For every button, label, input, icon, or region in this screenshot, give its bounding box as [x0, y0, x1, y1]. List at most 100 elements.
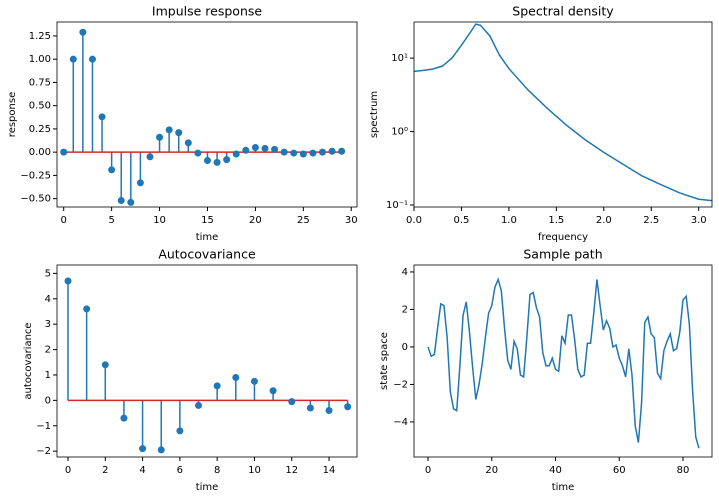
axes-frame [413, 264, 713, 458]
x-tick-label: 14 [323, 465, 336, 476]
stem-marker [325, 407, 333, 415]
x-tick-label: 80 [677, 465, 690, 476]
chart-title: Autocovariance [158, 247, 256, 262]
y-tick-label: −0.50 [20, 194, 51, 205]
y-tick-label: 10⁻¹ [386, 200, 408, 211]
y-tick-label: 10¹ [391, 53, 408, 64]
stem-marker [69, 55, 77, 63]
stem-marker [165, 126, 173, 134]
y-tick-label: 0 [402, 342, 408, 353]
x-tick-label: 10 [248, 465, 261, 476]
x-tick-label: 2.0 [596, 215, 612, 226]
y-tick-label: 0 [45, 395, 51, 406]
y-tick-label: 10⁰ [391, 127, 408, 138]
stem-marker [338, 147, 346, 155]
x-tick-label: 1.0 [501, 215, 517, 226]
x-tick-label: 20 [485, 465, 498, 476]
x-tick-label: 20 [249, 215, 262, 226]
stem-marker [101, 361, 109, 369]
x-tick-label: 0 [61, 215, 67, 226]
y-tick-label: −2 [36, 446, 51, 457]
x-tick-label: 12 [285, 465, 298, 476]
y-tick-label: 3 [45, 319, 51, 330]
x-tick-label: 1.5 [548, 215, 564, 226]
y-tick-label: 5 [45, 268, 51, 279]
stem-marker [251, 144, 259, 152]
x-tick-label: 40 [549, 465, 562, 476]
stem-marker [176, 427, 184, 435]
y-axis-label: state space [379, 332, 390, 390]
x-tick-label: 10 [153, 215, 166, 226]
x-tick-label: 8 [214, 465, 220, 476]
stem-marker [242, 146, 250, 154]
stem-marker [175, 129, 183, 137]
y-axis-label: autocovariance [23, 322, 34, 399]
stem-marker [213, 158, 221, 166]
y-axis-label: spectrum [369, 91, 380, 138]
stem-marker [60, 148, 68, 156]
y-tick-label: 4 [45, 294, 51, 305]
x-tick-label: 60 [613, 465, 626, 476]
y-tick-label: −4 [393, 417, 408, 428]
x-axis-label: time [196, 482, 219, 493]
y-tick-label: 0.50 [29, 101, 51, 112]
x-tick-label: 3.0 [691, 215, 707, 226]
axes-frame [56, 264, 358, 458]
stem-marker [280, 148, 288, 156]
x-tick-label: 4 [139, 465, 145, 476]
stem-marker [306, 404, 314, 412]
stem-marker [261, 144, 269, 152]
x-tick-label: 15 [201, 215, 214, 226]
stem-marker [232, 374, 240, 382]
stem-marker [136, 179, 144, 187]
y-tick-label: 1 [45, 370, 51, 381]
x-axis-label: frequency [538, 232, 588, 243]
stem-marker [288, 398, 296, 406]
x-tick-label: 5 [108, 215, 114, 226]
stem-marker [318, 148, 326, 156]
y-tick-label: 1.00 [29, 54, 51, 65]
stem-marker [146, 153, 154, 161]
y-tick-label: −0.25 [20, 170, 51, 181]
stem-marker [309, 149, 317, 157]
stem-marker [184, 139, 192, 147]
x-tick-label: 0.5 [453, 215, 469, 226]
stem-marker [83, 305, 91, 313]
y-tick-label: 4 [402, 267, 408, 278]
stem-marker [120, 414, 128, 422]
chart-title: Impulse response [152, 4, 262, 19]
x-tick-label: 6 [177, 465, 183, 476]
stem-marker [156, 133, 164, 141]
y-tick-label: 0.00 [29, 147, 51, 158]
x-tick-label: 0 [65, 465, 71, 476]
axes-frame [56, 21, 358, 208]
x-tick-label: 2.5 [643, 215, 659, 226]
stem-marker [328, 147, 336, 155]
data-line [427, 277, 700, 449]
stem-marker [88, 55, 96, 63]
y-tick-label: 0.25 [29, 124, 51, 135]
stem-marker [290, 149, 298, 157]
stem-marker [299, 150, 307, 158]
stem-marker [98, 113, 106, 121]
x-tick-label: 0.0 [406, 215, 422, 226]
x-tick-label: 25 [297, 215, 310, 226]
x-tick-label: 30 [345, 215, 358, 226]
axes-frame [413, 21, 713, 208]
stem-marker [139, 445, 147, 453]
stem-marker [344, 403, 352, 411]
stem-marker [232, 150, 240, 158]
y-axis-label: response [7, 92, 18, 137]
stem-marker [269, 387, 277, 395]
stem-marker [79, 28, 87, 36]
y-tick-label: −1 [36, 421, 51, 432]
chart-title: Spectral density [512, 4, 614, 19]
stem-marker [117, 196, 125, 204]
stem-marker [194, 149, 202, 157]
stem-marker [203, 157, 211, 165]
x-axis-label: time [196, 232, 219, 243]
stem-marker [250, 377, 258, 385]
stem-marker [223, 156, 231, 164]
x-axis-label: time [552, 482, 575, 493]
